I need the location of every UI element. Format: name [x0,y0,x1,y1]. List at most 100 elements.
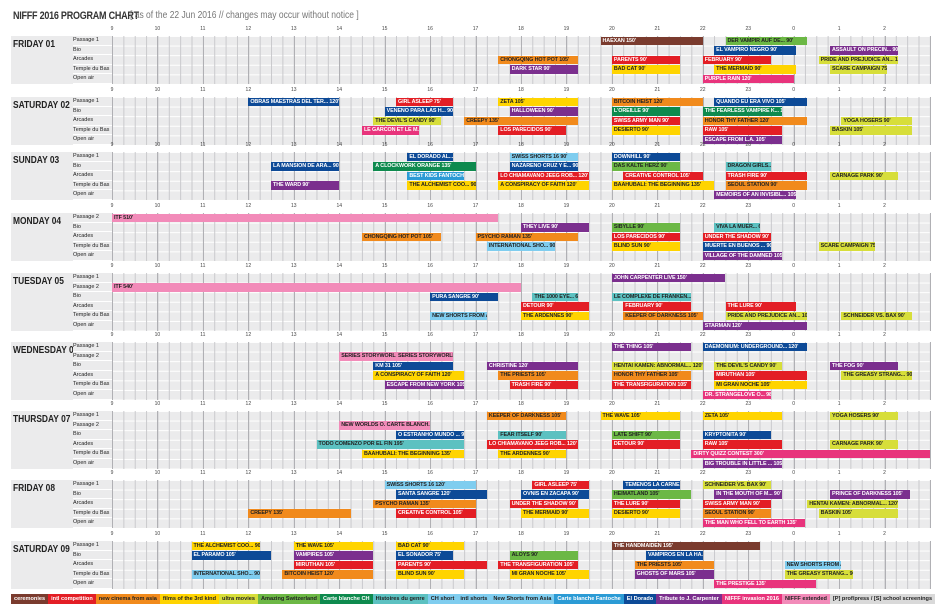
screening-event[interactable]: LE COMPLEXE DE FRANKEN... 105' [611,292,692,302]
screening-event[interactable]: THE GREASY STRANG... 90' [784,570,853,579]
screening-event[interactable]: THE WAVE 105' [293,541,374,551]
screening-event[interactable]: EL DORADO AL... 60' [407,152,453,162]
screening-event[interactable]: KEEPER OF DARKNESS 105' [623,311,703,321]
screening-event[interactable]: THE PRESTIGE 135' [714,579,817,589]
screening-event[interactable]: ALOYS 90' [509,551,578,560]
screening-event[interactable]: ESCAPE FROM L.A. 105' [702,135,783,145]
screening-event[interactable]: RAW 105' [702,126,783,135]
screening-event[interactable]: SEOUL STATION 90' [725,181,808,190]
screening-event[interactable]: ASSAULT ON PRECIN... 90' [830,46,899,55]
screening-event[interactable]: THE MAN WHO FELL TO EARTH 135' [702,518,806,528]
screening-event[interactable]: PSYCHO RAMAN 135' [373,499,476,509]
screening-event[interactable]: A CONSPIRACY OF FAITH 120' [498,181,590,190]
screening-event[interactable]: DOWNHILL 90' [611,152,681,162]
screening-event[interactable]: SIBYLLE 90' [611,223,681,232]
screening-event[interactable]: GIRL ASLEEP 75' [532,480,590,490]
screening-event[interactable]: GHOSTS OF MARS 105' [634,570,715,579]
screening-event[interactable]: EL SONADOR 75' [396,551,453,560]
screening-event[interactable]: BAAHUBALI: THE BEGINNING 135' [361,449,465,459]
screening-event[interactable]: EL VAMPIRO NEGRO 90' [714,46,796,55]
screening-event[interactable]: HAEXAN 150' [600,36,703,46]
screening-event[interactable]: BITCOIN HEIST 120' [282,570,374,579]
screening-event[interactable]: QUANDO EU ERA VIVO 105' [714,97,808,107]
screening-event[interactable]: THE MERMAID 90' [714,65,796,74]
screening-event[interactable]: ESCAPE FROM NEW YORK 105' [384,380,465,390]
screening-event[interactable]: YOGA HOSERS 90' [841,116,912,126]
screening-event[interactable]: ITF 540' [112,283,521,292]
screening-event[interactable]: DR. STRANGELOVE O... 98' [702,390,771,400]
screening-event[interactable]: DETOUR 90' [521,302,590,311]
screening-event[interactable]: DETOUR 90' [611,440,681,449]
screening-event[interactable]: SCARE CAMPAIGN 75' [830,65,887,74]
screening-event[interactable]: HEIMATLAND 105' [611,490,692,499]
screening-event[interactable]: SCHNEIDER VS. BAX 90' [841,311,912,321]
screening-event[interactable]: THEY LIVE 90' [521,223,590,232]
screening-event[interactable]: THE FOG 90' [830,361,899,371]
screening-event[interactable]: THE 1000 EYE... 60' [532,292,578,302]
screening-event[interactable]: MI GRAN NOCHE 105' [509,570,590,579]
screening-event[interactable]: LA MANSION DE ARA... 90' [271,162,340,171]
screening-event[interactable]: THE WARD 90' [271,181,340,190]
screening-event[interactable]: LOS PARECIDOS 90' [611,232,681,242]
screening-event[interactable]: CREEPY 135' [248,509,351,518]
screening-event[interactable]: EL PARAMO 105' [191,551,272,560]
screening-event[interactable]: NAZARENO CRUZ Y E... 90' [509,162,578,171]
screening-event[interactable]: DAS KALTE HERZ 90' [611,162,681,171]
screening-event[interactable]: BASKIN 105' [818,509,899,518]
screening-event[interactable]: LATE SHIFT 90' [611,430,681,440]
screening-event[interactable]: VIVA LA MUER... 60' [714,223,760,232]
screening-event[interactable]: PARENTS 90' [396,560,487,570]
screening-event[interactable]: PRIDE AND PREJUDICE AN... 105' [725,311,808,321]
screening-event[interactable]: SERIES STORYWORLD... 75' [396,352,453,361]
screening-event[interactable]: INTERNATIONAL SHO... 90' [486,242,556,251]
screening-event[interactable]: THE MERMAID 90' [521,509,590,518]
screening-event[interactable]: BIG TROUBLE IN LITTLE ... 105' [702,459,783,469]
screening-event[interactable]: NEW SHORTS FROM A... 75' [430,311,487,321]
screening-event[interactable]: DER VAMPIR AUF DE... 90' [725,36,808,46]
screening-event[interactable]: DESIERTO 90' [611,509,681,518]
screening-event[interactable]: SWISS SHORTS 16 120' [384,480,476,490]
screening-event[interactable]: CARNAGE PARK 90' [830,440,899,449]
screening-event[interactable]: UNDER THE SHADOW 90' [702,232,771,242]
screening-event[interactable]: TODO COMENZO POR EL FIN 195' [316,440,465,449]
screening-event[interactable]: GIRL ASLEEP 75' [396,97,453,107]
screening-event[interactable]: THE THING 105' [611,342,692,352]
screening-event[interactable]: PURPLE RAIN 120' [702,74,794,84]
screening-event[interactable]: THE ALCHEMIST COO... 90' [407,181,476,190]
screening-event[interactable]: BEST KIDS FANTOCH... 75' [407,171,465,181]
screening-event[interactable]: THE WAVE 105' [600,411,681,421]
screening-event[interactable]: TEMENOS LA CARNE 75' [623,480,681,490]
screening-event[interactable]: TRASH FIRE 90' [509,380,578,390]
screening-event[interactable]: CARTE BLANCH... 60' [384,421,431,430]
screening-event[interactable]: THE TRANSFIGURATION 105' [498,560,578,570]
screening-event[interactable]: STARMAN 120' [702,321,808,331]
screening-event[interactable]: YOGA HOSERS 90' [830,411,899,421]
screening-event[interactable]: JOHN CARPENTER LIVE 150' [611,273,726,283]
screening-event[interactable]: KRYPTONITA 90' [702,430,771,440]
screening-event[interactable]: SCHNEIDER VS. BAX 90' [702,480,771,490]
screening-event[interactable]: MEMOIRS OF AN INVISIBL... 105' [714,190,796,200]
screening-event[interactable]: CARNAGE PARK 90' [830,171,899,181]
screening-event[interactable]: DRAGON GIRLS... 60' [725,162,771,171]
screening-event[interactable]: BAD CAT 90' [611,65,681,74]
screening-event[interactable]: THE LURE 90' [725,302,796,311]
screening-event[interactable]: PSYCHO RAMAN 135' [475,232,578,242]
screening-event[interactable]: MUERTE EN BUENOS ... 90' [702,242,771,251]
screening-event[interactable]: LOS PARECIDOS 90' [498,126,567,135]
screening-event[interactable]: ITF 510' [112,213,499,223]
screening-event[interactable]: VAMPIROS EN LA HA... 75' [645,551,703,560]
screening-event[interactable]: RAW 105' [702,440,783,449]
screening-event[interactable]: THE PRIESTS 105' [634,560,715,570]
screening-event[interactable]: THE LURE 90' [611,499,681,509]
screening-event[interactable]: BLIND SUN 90' [396,570,465,579]
screening-event[interactable]: FEBRUARY 90' [702,55,771,65]
screening-event[interactable]: THE ARDENNES 90' [498,449,567,459]
screening-event[interactable]: O ESTRANHO MUNDO ... 90' [396,430,465,440]
screening-event[interactable]: DAEMONIUM: UNDERGROUND... 120' [702,342,808,352]
screening-event[interactable]: ZETA 105' [498,97,578,107]
screening-event[interactable]: L'OREILLE 90' [611,107,681,116]
screening-event[interactable]: THE HANDMAIDEN 195' [611,541,760,551]
screening-event[interactable]: OVNIS EN ZACAPA 90' [521,490,590,499]
screening-event[interactable]: KM 31 105' [373,361,453,371]
screening-event[interactable]: LO CHIAMAVANO JEEG ROB... 120' [498,171,590,181]
